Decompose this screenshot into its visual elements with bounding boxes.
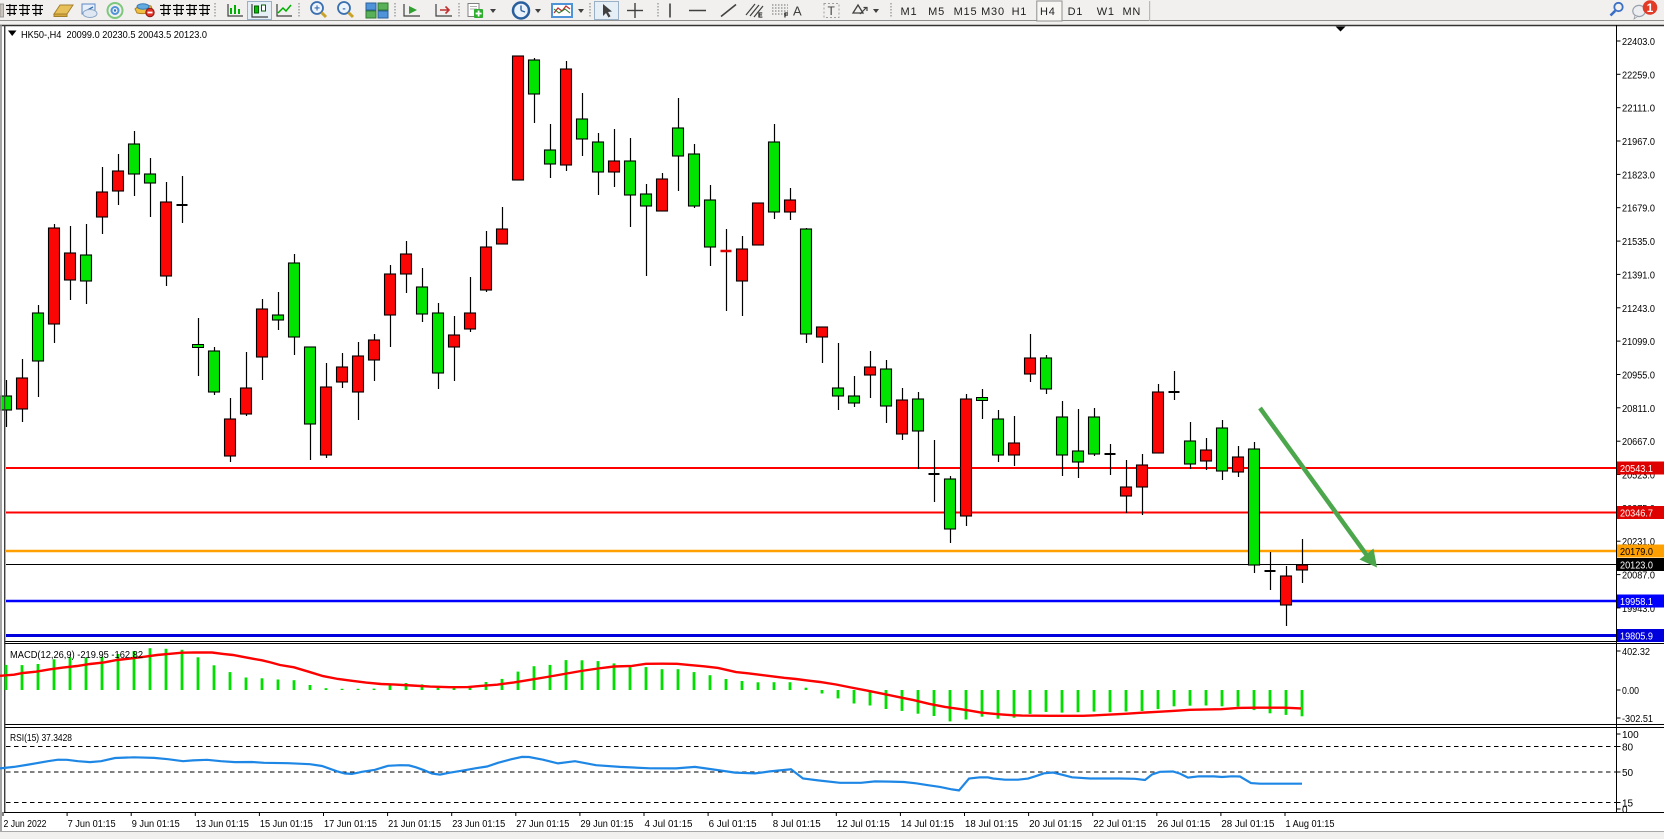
svg-text:0.00: 0.00 — [1622, 686, 1639, 697]
svg-text:22259.0: 22259.0 — [1622, 70, 1655, 81]
svg-text:100: 100 — [1622, 730, 1639, 741]
svg-text:20231.0: 20231.0 — [1622, 537, 1655, 548]
svg-text:23 Jun 01:15: 23 Jun 01:15 — [452, 819, 505, 830]
svg-text:12 Jul 01:15: 12 Jul 01:15 — [837, 819, 890, 830]
svg-text:22111.0: 22111.0 — [1622, 104, 1655, 115]
svg-text:20087.0: 20087.0 — [1622, 571, 1655, 582]
svg-text:29 Jun 01:15: 29 Jun 01:15 — [580, 819, 633, 830]
svg-text:21 Jun 01:15: 21 Jun 01:15 — [388, 819, 441, 830]
svg-text:1: 1 — [1647, 1, 1654, 15]
svg-text:-302.51: -302.51 — [1622, 714, 1653, 725]
svg-text:17 Jun 01:15: 17 Jun 01:15 — [324, 819, 377, 830]
svg-text:M1: M1 — [901, 6, 918, 18]
svg-text:20667.0: 20667.0 — [1622, 437, 1655, 448]
svg-text:F: F — [784, 13, 789, 20]
svg-text:M15: M15 — [954, 6, 978, 18]
svg-text:RSI(15) 37.3428: RSI(15) 37.3428 — [10, 733, 72, 744]
svg-text:21679.0: 21679.0 — [1622, 204, 1655, 215]
svg-text:A: A — [793, 4, 802, 19]
svg-text:8 Jul 01:15: 8 Jul 01:15 — [773, 819, 821, 830]
svg-text:H4: H4 — [1040, 6, 1056, 18]
svg-text:H1: H1 — [1012, 6, 1028, 18]
svg-text:20346.7: 20346.7 — [1620, 509, 1653, 520]
svg-text:HK50-,H4 20099.0 20230.5 2004: HK50-,H4 20099.0 20230.5 20043.5 20123.0 — [21, 29, 207, 41]
svg-text:D1: D1 — [1068, 6, 1084, 18]
svg-text:22403.0: 22403.0 — [1622, 37, 1655, 48]
svg-text:6 Jul 01:15: 6 Jul 01:15 — [709, 819, 757, 830]
svg-text:21823.0: 21823.0 — [1622, 170, 1655, 181]
svg-text:20123.0: 20123.0 — [1620, 561, 1653, 572]
svg-text:MACD(12,26,9) -219.95 -162.82: MACD(12,26,9) -219.95 -162.82 — [10, 650, 143, 661]
svg-text:20523.0: 20523.0 — [1622, 471, 1655, 482]
svg-text:W1: W1 — [1097, 6, 1115, 18]
svg-text:26 Jul 01:15: 26 Jul 01:15 — [1157, 819, 1210, 830]
svg-text:14 Jul 01:15: 14 Jul 01:15 — [901, 819, 954, 830]
svg-text:21243.0: 21243.0 — [1622, 304, 1655, 315]
svg-text:21535.0: 21535.0 — [1622, 237, 1655, 248]
svg-text:15 Jun 01:15: 15 Jun 01:15 — [260, 819, 313, 830]
svg-text:21099.0: 21099.0 — [1622, 337, 1655, 348]
svg-text:20179.0: 20179.0 — [1620, 547, 1653, 558]
svg-text:402.32: 402.32 — [1622, 647, 1650, 658]
svg-text:M30: M30 — [981, 6, 1005, 18]
svg-text:20811.0: 20811.0 — [1622, 404, 1655, 415]
svg-text:+: + — [314, 4, 320, 15]
svg-text:27 Jun 01:15: 27 Jun 01:15 — [516, 819, 569, 830]
svg-text:13 Jun 01:15: 13 Jun 01:15 — [196, 819, 249, 830]
svg-text:E: E — [758, 13, 763, 20]
svg-text:19943.0: 19943.0 — [1622, 604, 1655, 615]
svg-text:-: - — [342, 4, 345, 15]
svg-text:M5: M5 — [928, 6, 945, 18]
svg-text:19958.1: 19958.1 — [1620, 597, 1653, 608]
svg-text:MN: MN — [1122, 6, 1141, 18]
svg-text:2 Jun 2022: 2 Jun 2022 — [4, 819, 47, 830]
svg-text:1 Aug 01:15: 1 Aug 01:15 — [1286, 819, 1335, 830]
svg-text:15: 15 — [1622, 799, 1634, 810]
svg-text:18 Jul 01:15: 18 Jul 01:15 — [965, 819, 1018, 830]
svg-text:0: 0 — [1622, 805, 1628, 816]
svg-text:20543.1: 20543.1 — [1620, 464, 1653, 475]
svg-text:50: 50 — [1622, 768, 1634, 779]
svg-text:20955.0: 20955.0 — [1622, 371, 1655, 382]
svg-text:7 Jun 01:15: 7 Jun 01:15 — [68, 819, 116, 830]
svg-text:20 Jul 01:15: 20 Jul 01:15 — [1029, 819, 1082, 830]
svg-text:T: T — [828, 4, 836, 18]
svg-text:21391.0: 21391.0 — [1622, 270, 1655, 281]
svg-text:19805.9: 19805.9 — [1620, 632, 1653, 643]
svg-text:4 Jul 01:15: 4 Jul 01:15 — [645, 819, 693, 830]
svg-text:28 Jul 01:15: 28 Jul 01:15 — [1221, 819, 1274, 830]
svg-text:9 Jun 01:15: 9 Jun 01:15 — [132, 819, 180, 830]
svg-text:21967.0: 21967.0 — [1622, 137, 1655, 148]
svg-text:80: 80 — [1622, 743, 1634, 754]
svg-text:22 Jul 01:15: 22 Jul 01:15 — [1093, 819, 1146, 830]
